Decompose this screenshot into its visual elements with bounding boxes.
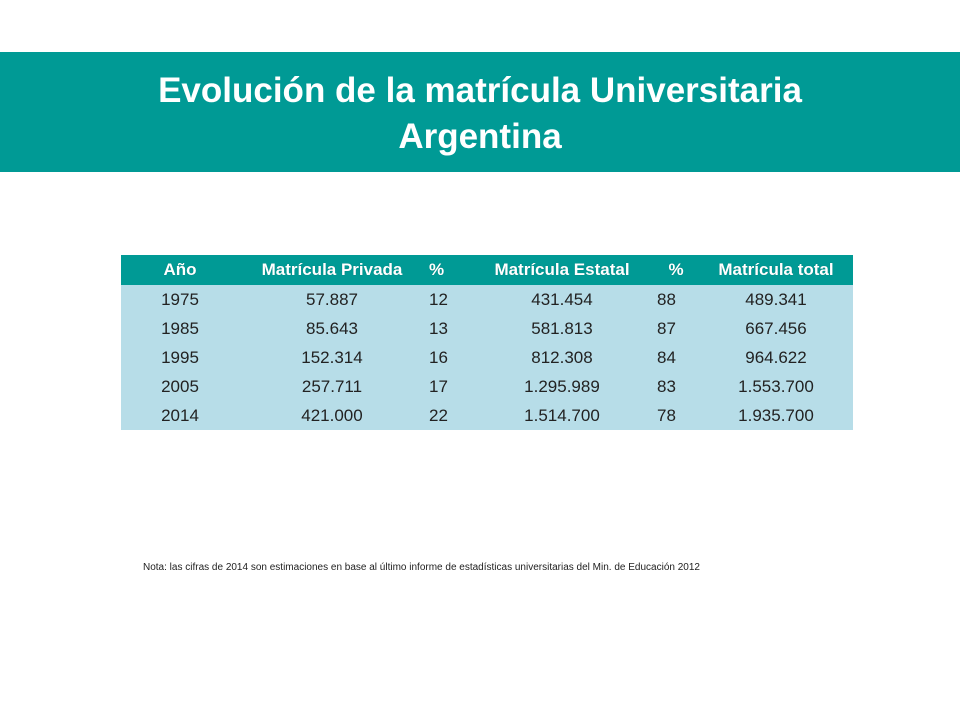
cell-total: 489.341 [745,289,807,309]
table-row: 2005 257.711 17 1.295.989 83 1.553.700 [121,372,853,401]
cell-private-percent: 16 [429,347,448,367]
cell-state-percent: 87 [657,318,676,338]
slide-title-line-1: Evolución de la matrícula Universitaria [158,71,802,110]
cell-state-percent: 78 [657,405,676,425]
cell-year: 1995 [161,347,199,367]
header-state-percent: % [653,255,699,285]
footnote: Nota: las cifras de 2014 son estimacione… [143,562,700,573]
cell-state: 1.514.700 [524,405,600,425]
cell-private-percent: 13 [429,318,448,338]
table-row: 2014 421.000 22 1.514.700 78 1.935.700 [121,401,853,430]
cell-private-percent: 12 [429,289,448,309]
cell-total: 1.935.700 [738,405,814,425]
cell-state: 1.295.989 [524,376,600,396]
cell-private: 57.887 [306,289,358,309]
cell-state: 431.454 [531,289,593,309]
cell-year: 1975 [161,289,199,309]
cell-total: 964.622 [745,347,807,367]
cell-state: 812.308 [531,347,593,367]
cell-private: 85.643 [306,318,358,338]
cell-state-percent: 83 [657,376,676,396]
cell-private-percent: 22 [429,405,448,425]
header-year: Año [121,255,239,285]
table-header-row: Año Matrícula Privada % Matrícula Estata… [121,255,853,285]
title-banner: Evolución de la matrícula Universitaria … [0,52,960,172]
cell-total: 667.456 [745,318,807,338]
cell-year: 2014 [161,405,199,425]
cell-private-percent: 17 [429,376,448,396]
cell-total: 1.553.700 [738,376,814,396]
header-state-enrollment: Matrícula Estatal [471,255,653,285]
table-row: 1975 57.887 12 431.454 88 489.341 [121,285,853,314]
cell-private: 152.314 [301,347,363,367]
cell-state: 581.813 [531,318,593,338]
table-row: 1985 85.643 13 581.813 87 667.456 [121,314,853,343]
slide-title-line-2: Argentina [398,117,562,156]
cell-state-percent: 88 [657,289,676,309]
cell-private: 421.000 [301,405,363,425]
cell-state-percent: 84 [657,347,676,367]
table-row: 1995 152.314 16 812.308 84 964.622 [121,343,853,372]
header-private-enrollment: Matrícula Privada [239,255,425,285]
cell-year: 1985 [161,318,199,338]
cell-private: 257.711 [301,376,363,396]
header-total-enrollment: Matrícula total [699,255,853,285]
header-private-percent: % [425,255,471,285]
cell-year: 2005 [161,376,199,396]
enrollment-table: Año Matrícula Privada % Matrícula Estata… [121,255,853,430]
